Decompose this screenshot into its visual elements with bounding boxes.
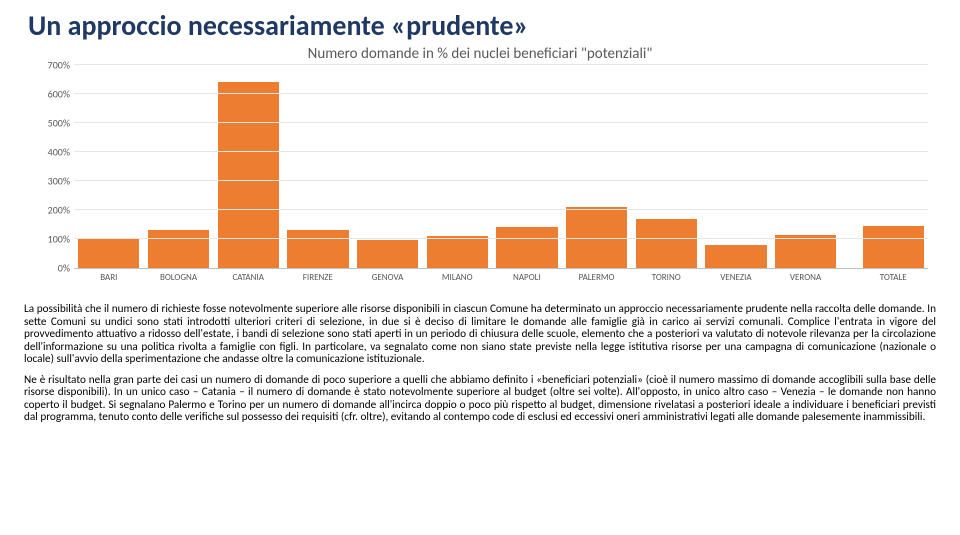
gridline [74, 122, 928, 123]
chart-title: Numero domande in % dei nuclei beneficia… [24, 45, 936, 63]
x-label: TOTALE [851, 272, 935, 283]
bar [636, 219, 697, 268]
bar [705, 245, 766, 268]
y-tick: 500% [30, 117, 70, 130]
x-label: VERONA [764, 272, 848, 283]
bar-chart: Numero domande in % dei nuclei beneficia… [24, 45, 936, 293]
plot-area: BARIBOLOGNACATANIAFIRENZEGENOVAMILANONAP… [74, 65, 928, 269]
gridline [74, 180, 928, 181]
gridline [74, 238, 928, 239]
gridline [74, 209, 928, 210]
y-tick: 0% [30, 262, 70, 275]
bar [218, 82, 279, 268]
paragraph-2: Ne è risultato nella gran parte dei casi… [24, 374, 936, 424]
y-tick: 100% [30, 233, 70, 246]
bar [775, 235, 836, 268]
bar [427, 236, 488, 268]
paragraph-1: La possibilità che il numero di richiest… [24, 303, 936, 366]
bar [78, 238, 139, 268]
bar [496, 227, 557, 268]
bar [148, 230, 209, 268]
y-tick: 200% [30, 204, 70, 217]
body-text: La possibilità che il numero di richiest… [24, 303, 936, 424]
y-tick: 600% [30, 88, 70, 101]
bar [357, 240, 418, 268]
gridline [74, 64, 928, 65]
y-tick: 400% [30, 146, 70, 159]
gridline [74, 93, 928, 94]
y-tick: 300% [30, 175, 70, 188]
bar [287, 230, 348, 268]
gridline [74, 151, 928, 152]
y-tick: 700% [30, 59, 70, 72]
bar [863, 226, 924, 268]
page-title: Un approccio necessariamente «prudente» [24, 8, 936, 43]
